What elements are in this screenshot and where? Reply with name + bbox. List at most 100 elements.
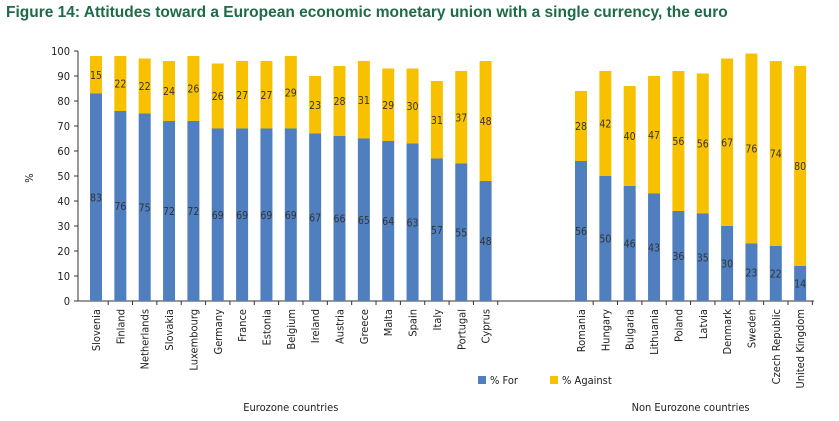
bar-against [309, 76, 322, 134]
data-label-for: 48 [480, 236, 492, 248]
category-label: United Kingdom [794, 309, 807, 388]
data-label-for: 46 [624, 239, 636, 251]
bar-against [138, 58, 151, 114]
bar-for [163, 121, 176, 301]
bar-for [721, 226, 734, 301]
bar-for [406, 143, 419, 301]
data-label-against: 24 [163, 86, 175, 98]
data-label-against: 23 [309, 100, 321, 112]
bar-for [455, 163, 468, 301]
data-label-for: 55 [455, 227, 467, 239]
legend: % For % Against [478, 374, 612, 387]
data-label-for: 23 [745, 267, 757, 279]
data-label-against: 15 [90, 70, 102, 82]
category-label: Spain [407, 309, 420, 337]
bar-against [211, 63, 224, 129]
legend-swatch-for [478, 376, 486, 384]
data-label-for: 69 [285, 210, 297, 222]
data-label-against: 31 [431, 115, 443, 127]
y-tick-label: 40 [57, 195, 70, 208]
data-label-for: 35 [697, 252, 709, 264]
data-label-for: 69 [260, 210, 272, 222]
data-label-against: 26 [212, 91, 224, 103]
y-tick-label: 80 [57, 95, 70, 108]
bar-for [236, 128, 249, 301]
data-label-for: 43 [648, 242, 660, 254]
data-label-against: 29 [382, 100, 394, 112]
axes: 0 10 20 30 40 50 60 70 80 90 100% [23, 45, 815, 308]
data-label-for: 56 [575, 226, 587, 238]
bar-against [260, 61, 273, 129]
bar-for [794, 266, 807, 301]
bar-for [599, 176, 612, 301]
bars [90, 53, 807, 301]
data-label-for: 63 [407, 217, 419, 229]
bar-for [430, 158, 443, 301]
bar-for [309, 133, 322, 301]
bar-against [455, 71, 468, 164]
bar-for [575, 161, 587, 301]
bar-for [479, 181, 492, 301]
data-label-against: 40 [624, 131, 636, 143]
bar-for [211, 128, 224, 301]
category-label: Ireland [309, 309, 322, 343]
bar-for [114, 111, 127, 301]
bar-against [769, 61, 782, 246]
category-label: Denmark [721, 309, 734, 355]
bar-against [163, 61, 176, 121]
data-label-for: 76 [114, 201, 126, 213]
bar-against [284, 56, 297, 129]
data-label-for: 75 [139, 202, 151, 214]
bar-for [333, 136, 346, 301]
y-tick-label: 50 [57, 170, 70, 183]
data-label-for: 69 [236, 210, 248, 222]
y-tick-label: 60 [57, 145, 70, 158]
bar-for [623, 186, 636, 301]
bar-against [599, 71, 612, 176]
data-label-against: 76 [745, 144, 757, 156]
bar-against [406, 68, 419, 144]
category-label: Cyprus [480, 309, 493, 344]
bar-for [672, 211, 685, 301]
bar-for [284, 128, 297, 301]
bar-against [623, 86, 636, 186]
category-label: Estonia [260, 309, 273, 345]
data-label-for: 30 [721, 259, 733, 271]
bar-against [382, 68, 395, 141]
data-label-against: 74 [770, 149, 782, 161]
category-label: Greece [358, 309, 371, 344]
category-label: Italy [431, 309, 444, 331]
data-label-against: 29 [285, 87, 297, 99]
y-tick-label: 90 [57, 70, 70, 83]
data-label-against: 42 [599, 119, 611, 131]
data-label-for: 67 [309, 212, 321, 224]
bar-for [696, 213, 709, 301]
bar-for [357, 138, 370, 301]
category-label: Portugal [455, 309, 468, 350]
data-label-for: 36 [672, 251, 684, 263]
data-label-for: 57 [431, 225, 443, 237]
y-tick-label: 30 [57, 220, 70, 233]
data-label-for: 22 [770, 269, 782, 281]
category-label: Czech Republic [770, 309, 783, 384]
bar-for [187, 121, 200, 301]
bar-against [114, 56, 127, 111]
data-label-for: 72 [163, 206, 175, 218]
data-label-against: 31 [358, 95, 370, 107]
legend-label-for: % For [490, 374, 519, 387]
legend-label-against: % Against [562, 374, 612, 387]
bar-against [721, 58, 734, 226]
category-label: Austria [334, 309, 347, 344]
group-label: Eurozone countries [243, 401, 338, 414]
data-label-against: 27 [260, 90, 272, 102]
bar-against [333, 66, 346, 136]
data-label-for: 14 [794, 279, 806, 291]
data-label-for: 72 [187, 206, 199, 218]
y-tick-label: 100 [51, 45, 70, 58]
bar-for [769, 246, 782, 301]
category-label: Malta [382, 309, 395, 336]
category-labels: Slovenia Finland Netherlands Slovakia Luxemb… [90, 309, 807, 389]
data-label-for: 65 [358, 215, 370, 227]
bar-for [260, 128, 273, 301]
